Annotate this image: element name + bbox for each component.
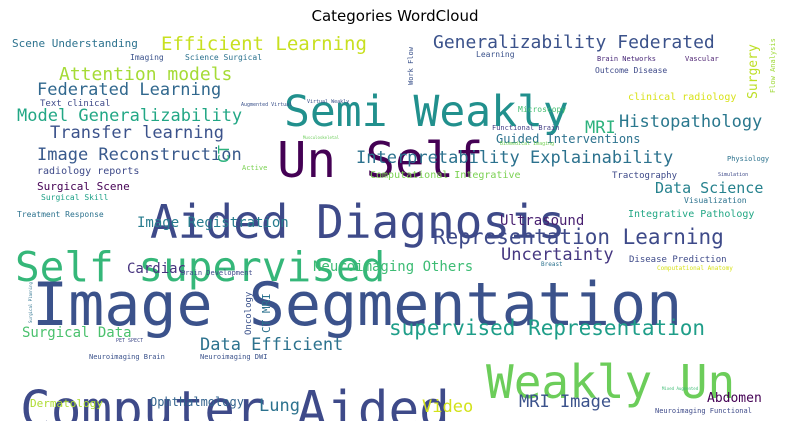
word-image-reconstruction: Image Reconstruction — [37, 145, 242, 165]
word-outcome-disease: Outcome Disease — [595, 66, 667, 75]
word-lung: Lung — [259, 396, 300, 416]
word-active: Active — [242, 164, 267, 172]
word-generalizability-federated: Generalizability Federated — [433, 33, 715, 53]
word-surgical-skill: Surgical Skill — [41, 193, 109, 202]
word-brain-networks: Brain Networks — [597, 55, 656, 63]
word-model-generalizability: Model Generalizability — [17, 106, 242, 126]
word-augmented-virtual: Augmented Virtual — [241, 102, 292, 108]
word-text-clinical: Text clinical — [40, 99, 110, 109]
word-physiology: Physiology — [727, 155, 769, 163]
word-flow-analysis: Flow Analysis — [769, 38, 777, 93]
word-data-efficient: Data Efficient — [200, 335, 343, 355]
word-ct: CT — [215, 145, 233, 163]
word-federated-learning: Federated Learning — [37, 80, 221, 100]
word-video: Video — [422, 397, 473, 417]
word-radiology-reports: radiology reports — [37, 166, 139, 177]
word-computational-anatomy: Computational Anatomy — [657, 265, 733, 272]
word-ct-mri: CT MRI — [260, 293, 273, 333]
word-integrative-pathology: Integrative Pathology — [628, 209, 754, 220]
word-dermatology: Dermatology — [30, 397, 103, 410]
word-aided-diagnosis: Aided Diagnosis — [150, 195, 565, 249]
word-interpretability-explainability: Interpretability Explainability — [356, 148, 673, 168]
word-un-self: Un Self — [277, 132, 484, 189]
word-virtual-weakly: Virtual Weakly — [307, 99, 349, 105]
word-work-flow: Work Flow — [407, 46, 415, 85]
word-mixed-augmented: Mixed Augmented — [662, 386, 699, 391]
word-histopathology: Histopathology — [619, 112, 762, 132]
word-oncology: Oncology — [244, 291, 254, 335]
word-neuroimaging-dwi: Neuroimaging DWI — [200, 353, 267, 361]
word-uncertainty: Uncertainty — [501, 245, 614, 265]
word-computational-integrative: Computational Integrative — [370, 170, 521, 181]
word-biomedical-imaging: Biomedical Imaging — [500, 141, 554, 147]
word-breast: Breast — [541, 261, 563, 268]
word-representation-learning: Representation Learning — [433, 225, 724, 249]
word-weakly-un: Weakly Un — [486, 355, 735, 409]
word-transfer-learning: Transfer learning — [50, 123, 224, 143]
word-neuroimaging-others: Neuroimaging Others — [313, 259, 473, 275]
word-guided-interventions: Guided Interventions — [496, 132, 641, 146]
word-attention-models: Attention models — [59, 64, 232, 85]
word-functional-brain: Functional Brain — [492, 124, 559, 132]
word-semi-weakly: Semi Weakly — [284, 87, 569, 137]
word-clinical-radiology: clinical radiology — [628, 92, 736, 103]
word-data-science: Data Science — [655, 179, 763, 197]
wordcloud-canvas: Image Segmentation Aided Diagnosis Compute… — [7, 33, 783, 421]
word-neuroimaging-brain: Neuroimaging Brain — [89, 353, 165, 361]
word-ultrasound: Ultrasound — [500, 213, 584, 229]
word-learning: Learning — [476, 50, 515, 59]
word-efficient-learning: Efficient Learning — [161, 33, 367, 55]
word-treatment-response: Treatment Response — [17, 210, 104, 219]
word-supervised-representation: supervised Representation — [389, 316, 705, 340]
word-image-registration: Image Registration — [137, 215, 289, 231]
word-surgery: Surgery — [746, 44, 761, 99]
word-tractography: Tractography — [612, 171, 678, 181]
word-neuroimaging-functional: Neuroimaging Functional — [655, 407, 752, 415]
word-computer-aided: Computer Aided — [20, 381, 450, 421]
word-imaging: Imaging — [130, 53, 164, 62]
word-self-supervised: Self supervised — [15, 243, 385, 291]
word-vascular: Vascular — [685, 55, 719, 63]
word-surgical-planning: Surgical Planning — [28, 281, 33, 323]
word-mri: MRI — [585, 118, 616, 138]
word-abdomen: Abdomen — [707, 391, 762, 406]
word-brain-development: Brain Development — [181, 269, 253, 277]
word-cardiac: Cardiac — [127, 261, 186, 277]
wordcloud-svg: Image Segmentation Aided Diagnosis Compute… — [12, 33, 777, 421]
word-surgical-data: Surgical Data — [22, 325, 132, 341]
word-ophthalmology: Ophthalmology — [150, 395, 244, 409]
word-visualization: Visualization — [684, 196, 747, 205]
word-image-segmentation: Image Segmentation — [32, 270, 682, 340]
word-microscopy: Microscopy — [518, 105, 566, 114]
word-surgical-scene: Surgical Scene — [37, 180, 130, 193]
word-disease-prediction: Disease Prediction — [629, 255, 727, 265]
word-mri-image: MRI Image — [519, 392, 611, 412]
word-musculoskeletal: Musculoskeletal — [303, 135, 340, 140]
word-pet-spect: PET SPECT — [116, 338, 143, 344]
word-scene-understanding: Scene Understanding — [12, 37, 138, 50]
word-science-surgical: Science Surgical — [185, 53, 262, 62]
word-simulation: Simulation — [718, 172, 748, 178]
chart-title: Categories WordCloud — [311, 7, 479, 25]
